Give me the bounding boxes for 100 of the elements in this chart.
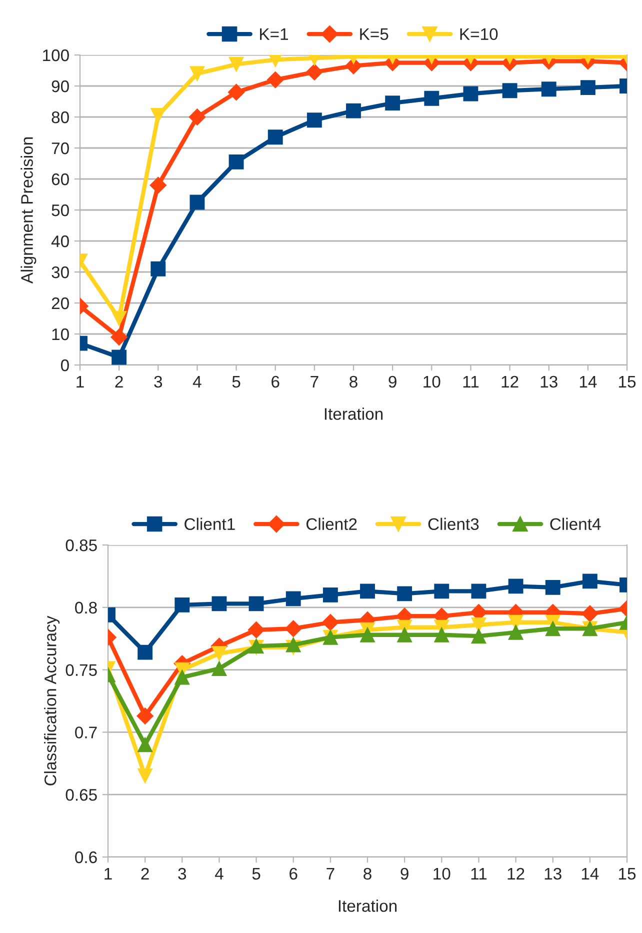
x-tick-label: 15 (619, 868, 636, 880)
point (248, 596, 264, 612)
point (306, 112, 322, 128)
point (212, 661, 227, 676)
y-axis-title: Alignment Precision (20, 137, 36, 284)
x-tick-label: 1 (76, 376, 84, 388)
y-tick-label: 80 (52, 111, 69, 124)
x-axis-title: Iteration (324, 408, 383, 420)
point (385, 96, 400, 111)
x-tick-label: 5 (232, 376, 240, 388)
x-tick-label: 10 (434, 868, 450, 880)
point (582, 574, 598, 589)
point (545, 580, 560, 595)
x-tick-label: 13 (540, 376, 558, 388)
point (190, 66, 205, 82)
point (322, 587, 338, 602)
point (434, 627, 450, 642)
x-tick-label: 8 (364, 868, 372, 880)
x-tick-label: 2 (115, 376, 123, 388)
y-tick-label: 70 (52, 142, 69, 154)
x-tick-label: 6 (290, 868, 298, 880)
y-tick-label: 10 (52, 328, 69, 340)
legend-label: K=1 (260, 28, 288, 40)
point (212, 646, 227, 662)
x-tick-label: 7 (326, 868, 334, 880)
point (190, 194, 205, 210)
x-tick-label: 12 (508, 868, 524, 880)
point (508, 624, 524, 640)
point (397, 627, 412, 642)
point (138, 737, 153, 752)
point (322, 614, 339, 631)
point (150, 108, 166, 123)
x-tick-label: 9 (400, 868, 408, 880)
point (463, 86, 478, 102)
y-tick-label: 0.8 (75, 602, 97, 614)
x-tick-label: 13 (544, 868, 562, 880)
y-tick-label: 90 (52, 80, 69, 92)
x-tick-label: 4 (214, 868, 224, 880)
y-tick-label: 0.85 (66, 539, 97, 552)
point (397, 586, 412, 602)
y-tick-label: 30 (52, 266, 69, 278)
point (582, 605, 598, 622)
point (228, 154, 244, 170)
point (138, 768, 153, 784)
x-tick-label: 3 (154, 376, 162, 388)
y-tick-label: 0.7 (75, 726, 97, 738)
point (266, 71, 284, 88)
point (138, 644, 153, 660)
point (286, 591, 301, 606)
point (110, 328, 128, 346)
point (150, 261, 166, 276)
x-tick-label: 11 (463, 376, 479, 388)
point (471, 628, 486, 644)
point (306, 64, 323, 80)
point (284, 620, 302, 637)
x-tick-label: 8 (350, 376, 358, 388)
y-tick-label: 0 (60, 359, 69, 372)
x-tick-label: 3 (178, 868, 186, 880)
x-tick-label: 4 (192, 376, 202, 388)
point (212, 596, 227, 612)
x-tick-label: 1 (104, 868, 112, 880)
legend-label: Client3 (428, 518, 479, 530)
point (502, 83, 518, 98)
point (434, 584, 450, 599)
y-tick-label: 50 (52, 204, 69, 216)
legend-label: Client1 (184, 518, 235, 530)
x-axis-title: Iteration (338, 900, 397, 912)
y-tick-label: 0.75 (66, 664, 97, 676)
x-tick-label: 15 (619, 376, 636, 388)
y-axis-title: Classification Accuracy (44, 616, 60, 786)
point (580, 80, 596, 96)
x-tick-label: 7 (310, 376, 318, 388)
x-tick-label: 10 (424, 376, 440, 388)
point (346, 103, 361, 118)
legend-label: K=10 (460, 28, 498, 40)
point (360, 584, 375, 599)
point (471, 617, 486, 632)
point (188, 108, 206, 126)
point (174, 597, 190, 612)
point (424, 90, 440, 106)
y-tick-label: 60 (52, 173, 69, 186)
x-tick-label: 14 (582, 868, 599, 880)
x-tick-label: 2 (141, 868, 149, 880)
legend-label: K=5 (360, 28, 388, 40)
x-tick-label: 11 (471, 868, 487, 880)
point (112, 350, 127, 365)
point (228, 56, 244, 72)
x-tick-label: 6 (272, 376, 280, 388)
y-tick-label: 100 (43, 49, 69, 62)
point (545, 621, 560, 636)
point (268, 130, 283, 145)
point (248, 621, 265, 638)
point (508, 578, 524, 594)
x-tick-label: 5 (252, 868, 260, 880)
point (541, 82, 556, 97)
y-tick-label: 20 (52, 297, 69, 310)
legend-label: Client2 (306, 518, 357, 530)
x-tick-label: 14 (580, 376, 597, 388)
legend-label: Client4 (550, 518, 601, 530)
point (228, 84, 245, 101)
